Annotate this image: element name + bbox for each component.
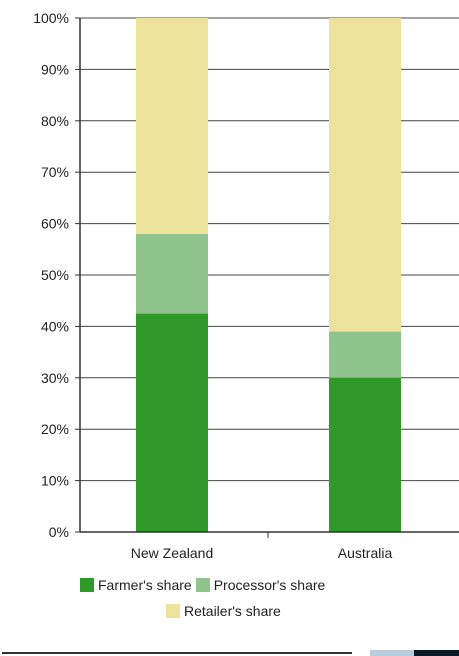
y-tick-label-30: 30%: [41, 370, 69, 386]
bar-new-zealand-retailer-s-share: [136, 18, 208, 234]
legend-row-2: Retailer's share: [166, 603, 285, 619]
x-tick-labels: New Zealand Australia: [131, 545, 393, 561]
legend-swatch-farmer: [80, 578, 94, 592]
x-tick-label-new-zealand: New Zealand: [131, 545, 214, 561]
x-tick-label-australia: Australia: [338, 545, 393, 561]
y-tick-label-100: 100%: [33, 10, 69, 26]
bar-australia-retailer-s-share: [329, 18, 401, 332]
axes: [75, 17, 459, 538]
y-tick-label-20: 20%: [41, 421, 69, 437]
y-tick-label-50: 50%: [41, 267, 69, 283]
y-tick-label-60: 60%: [41, 216, 69, 232]
legend-label-processor: Processor's share: [213, 577, 326, 593]
y-tick-labels: 0% 10% 20% 30% 40% 50% 60% 70% 80% 90% 100%: [33, 10, 69, 540]
bar-australia-farmer-s-share: [329, 377, 401, 532]
bottom-swatch-light: [370, 650, 414, 656]
y-tick-label-90: 90%: [41, 61, 69, 77]
bar-new-zealand-farmer-s-share: [136, 313, 208, 532]
legend-label-retailer: Retailer's share: [184, 603, 281, 619]
legend-item-processor: Processor's share: [195, 577, 326, 593]
y-tick-label-10: 10%: [41, 473, 69, 489]
y-tick-label-80: 80%: [41, 113, 69, 129]
bars: [136, 18, 401, 532]
bar-new-zealand-processor-s-share: [136, 233, 208, 314]
y-tick-label-70: 70%: [41, 164, 69, 180]
y-tick-label-40: 40%: [41, 318, 69, 334]
bottom-swatch-dark: [414, 650, 459, 656]
legend-label-farmer: Farmer's share: [98, 577, 192, 593]
legend-swatch-processor: [195, 578, 210, 592]
legend-row-1: Farmer's share Processor's share: [80, 577, 329, 593]
bottom-divider: [2, 652, 352, 654]
legend-swatch-retailer: [166, 604, 180, 618]
legend-item-farmer: Farmer's share: [80, 577, 192, 593]
legend-item-retailer: Retailer's share: [166, 603, 281, 619]
y-tick-label-0: 0%: [49, 524, 69, 540]
bar-australia-processor-s-share: [329, 331, 401, 378]
